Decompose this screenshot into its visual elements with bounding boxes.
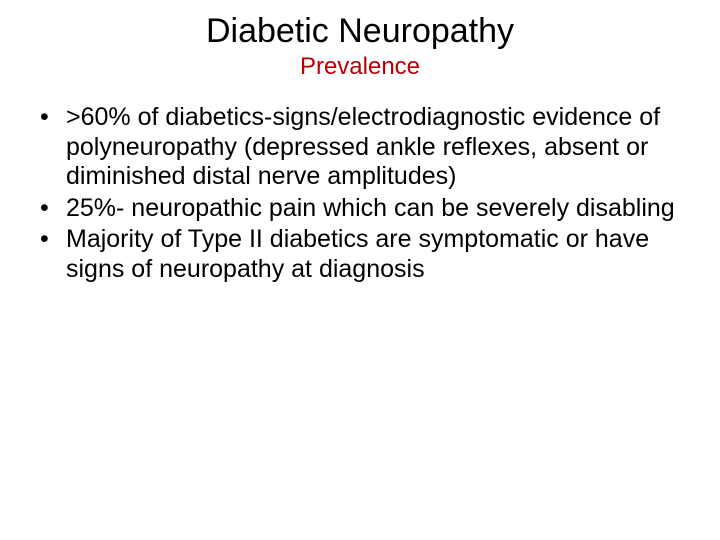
bullet-item: Majority of Type II diabetics are sympto…: [40, 225, 690, 284]
bullet-list: >60% of diabetics-signs/electrodiagnosti…: [30, 103, 690, 284]
bullet-item: 25%- neuropathic pain which can be sever…: [40, 194, 690, 224]
slide-container: Diabetic Neuropathy Prevalence >60% of d…: [0, 0, 720, 540]
slide-title: Diabetic Neuropathy: [30, 12, 690, 51]
slide-subtitle: Prevalence: [30, 53, 690, 81]
bullet-item: >60% of diabetics-signs/electrodiagnosti…: [40, 103, 690, 192]
